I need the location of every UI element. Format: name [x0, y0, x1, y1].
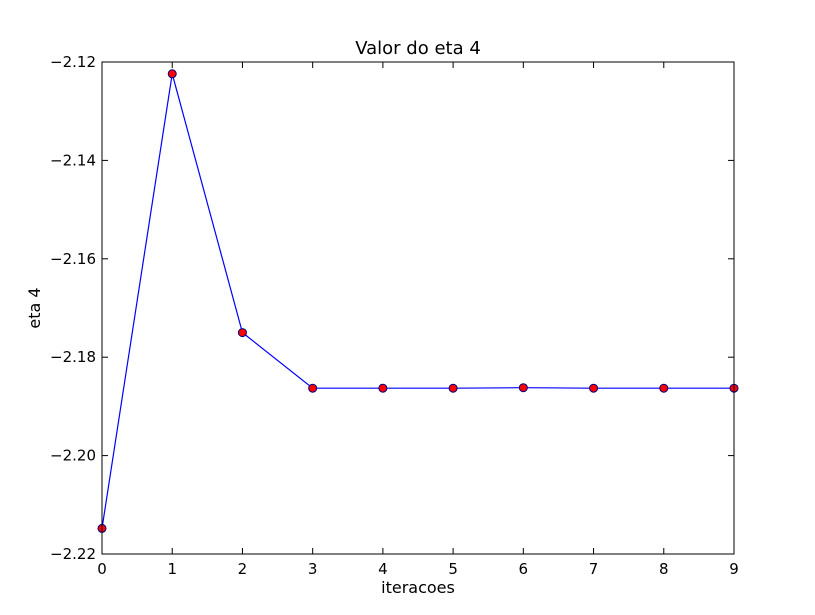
- data-point: [659, 383, 669, 393]
- x-tick-label: 3: [308, 560, 318, 578]
- x-tick-label: 8: [659, 560, 669, 578]
- x-tick-label: 6: [519, 560, 529, 578]
- data-point: [308, 383, 318, 393]
- plot-frame: [101, 61, 735, 555]
- x-tick-label: 4: [378, 560, 388, 578]
- y-tick-label: −2.14: [50, 151, 96, 169]
- y-tick-label: −2.20: [50, 447, 96, 465]
- x-tick-label: 9: [729, 560, 739, 578]
- y-tick-label: −2.22: [50, 545, 96, 563]
- series-group: [97, 69, 739, 533]
- x-tick-label: 1: [167, 560, 177, 578]
- data-point: [378, 383, 388, 393]
- x-tick-label: 0: [97, 560, 107, 578]
- data-point: [448, 383, 458, 393]
- data-point: [167, 69, 177, 79]
- y-tick-label: −2.12: [50, 53, 96, 71]
- y-tick-label: −2.18: [50, 348, 96, 366]
- series-line: [101, 73, 734, 529]
- chart-title: Valor do eta 4: [355, 38, 481, 59]
- x-axis-label: iteracoes: [381, 578, 455, 597]
- data-point: [518, 383, 528, 393]
- x-tick-label: 5: [448, 560, 458, 578]
- axes: 0 1 2 3 4 5 6 7 8 9 −2.22 −2.20 −2.18 −2.16 −2.14 −2.12: [50, 53, 739, 578]
- data-point: [237, 328, 247, 338]
- y-axis-label: eta 4: [25, 287, 44, 328]
- x-tick-label: 7: [589, 560, 599, 578]
- y-tick-label: −2.16: [50, 250, 96, 268]
- x-tick-label: 2: [238, 560, 248, 578]
- data-point: [589, 383, 599, 393]
